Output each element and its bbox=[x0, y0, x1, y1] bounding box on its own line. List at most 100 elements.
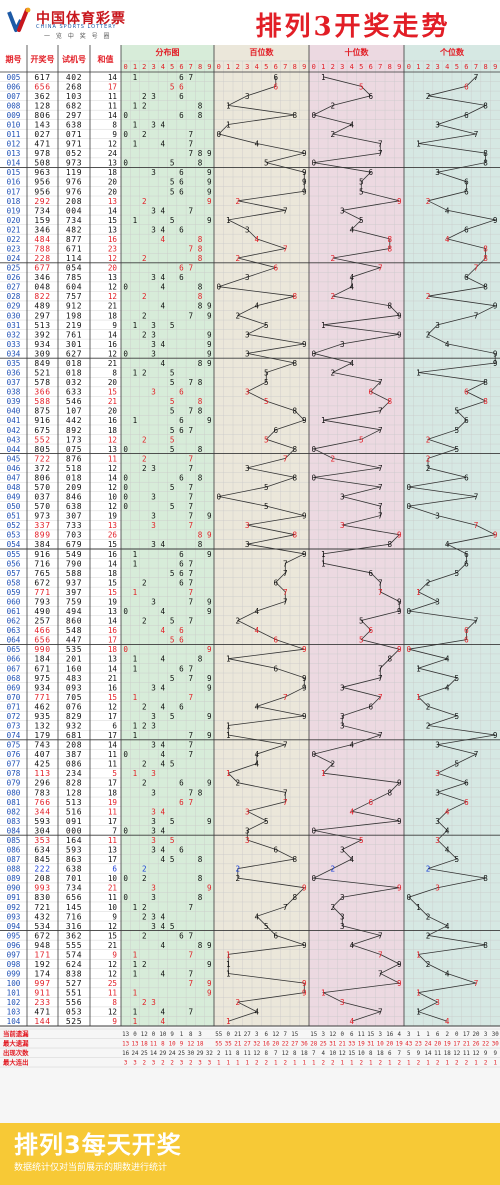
stats-value: 25 bbox=[320, 1042, 327, 1048]
distribution-digit: 7 bbox=[188, 149, 193, 158]
draw-number-cell: 171 bbox=[34, 950, 50, 959]
draw-number-cell: 362 bbox=[34, 92, 50, 101]
digit-header: 7 bbox=[283, 63, 287, 71]
trend-digit: 7 bbox=[283, 244, 288, 253]
issue-cell: 011 bbox=[7, 130, 21, 139]
trend-digit: 6 bbox=[273, 264, 278, 273]
stats-value: 3 bbox=[208, 1061, 212, 1067]
trend-digit: 3 bbox=[245, 826, 250, 835]
trend-digit: 0 bbox=[216, 130, 221, 139]
stats-value: 29 bbox=[197, 1051, 204, 1057]
stats-value: 19 bbox=[444, 1042, 451, 1048]
distribution-digit: 6 bbox=[179, 578, 184, 587]
stats-value: 3 bbox=[379, 1032, 383, 1038]
distribution-digit: 9 bbox=[207, 683, 212, 692]
trend-digit: 6 bbox=[273, 82, 278, 91]
issue-cell: 022 bbox=[7, 235, 21, 244]
stats-value: 15 bbox=[367, 1032, 374, 1038]
test-number-cell: 574 bbox=[66, 950, 82, 959]
issue-cell: 067 bbox=[7, 664, 21, 673]
stats-value: 2 bbox=[417, 1061, 421, 1067]
trend-digit: 5 bbox=[264, 922, 269, 931]
trend-digit: 9 bbox=[302, 187, 307, 196]
trend-digit: 7 bbox=[283, 788, 288, 797]
distribution-digit: 7 bbox=[188, 569, 193, 578]
distribution-digit: 3 bbox=[151, 540, 156, 549]
distribution-digit: 8 bbox=[198, 445, 203, 454]
stats-value: 2 bbox=[143, 1061, 147, 1067]
draw-number-cell: 634 bbox=[34, 846, 50, 855]
trend-digit: 2 bbox=[426, 960, 431, 969]
trend-digit: 1 bbox=[226, 960, 231, 969]
distribution-digit: 3 bbox=[151, 168, 156, 177]
distribution-digit: 0 bbox=[123, 445, 128, 454]
issue-cell: 019 bbox=[7, 206, 21, 215]
draw-number-cell: 956 bbox=[34, 178, 50, 187]
distribution-digit: 3 bbox=[151, 817, 156, 826]
draw-number-cell: 192 bbox=[34, 960, 50, 969]
draw-number-cell: 978 bbox=[34, 149, 50, 158]
sum-cell: 20 bbox=[108, 378, 118, 387]
section-header: 百位数 bbox=[250, 47, 275, 57]
draw-number-cell: 845 bbox=[34, 855, 50, 864]
distribution-digit: 2 bbox=[142, 197, 147, 206]
trend-digit: 1 bbox=[416, 989, 421, 998]
test-number-cell: 912 bbox=[66, 302, 82, 311]
issue-cell: 047 bbox=[7, 473, 21, 482]
distribution-digit: 6 bbox=[179, 636, 184, 645]
distribution-digit: 8 bbox=[198, 788, 203, 797]
sum-cell: 20 bbox=[108, 187, 118, 196]
trend-digit: 0 bbox=[407, 645, 412, 654]
distribution-digit: 6 bbox=[179, 569, 184, 578]
trend-digit: 3 bbox=[340, 493, 345, 502]
stats-label: 最大连出 bbox=[3, 1058, 29, 1067]
test-number-cell: 442 bbox=[66, 416, 82, 425]
trend-digit: 0 bbox=[311, 159, 316, 168]
distribution-digit: 8 bbox=[198, 149, 203, 158]
trend-digit: 7 bbox=[474, 130, 479, 139]
column-header: 期号 bbox=[6, 54, 22, 64]
digit-header: 1 bbox=[133, 63, 137, 71]
distribution-digit: 3 bbox=[151, 512, 156, 521]
distribution-digit: 8 bbox=[198, 244, 203, 253]
trend-digit: 3 bbox=[435, 741, 440, 750]
section-header: 个位数 bbox=[439, 47, 465, 57]
draw-number-cell: 656 bbox=[34, 636, 50, 645]
sum-cell: 11 bbox=[108, 750, 118, 759]
draw-number-cell: 734 bbox=[34, 206, 50, 215]
stats-value: 2 bbox=[322, 1061, 326, 1067]
trend-digit: 5 bbox=[455, 445, 460, 454]
issue-cell: 095 bbox=[7, 931, 21, 940]
distribution-digit: 4 bbox=[161, 846, 166, 855]
sum-cell: 13 bbox=[108, 159, 117, 168]
trend-digit: 7 bbox=[474, 617, 479, 626]
test-number-cell: 032 bbox=[66, 378, 82, 387]
trend-digit: 3 bbox=[340, 893, 345, 902]
distribution-digit: 3 bbox=[151, 464, 156, 473]
trend-digit: 4 bbox=[349, 741, 354, 750]
test-number-cell: 518 bbox=[66, 464, 82, 473]
trend-digit: 6 bbox=[464, 798, 469, 807]
trend-digit: 5 bbox=[264, 502, 269, 511]
sum-cell: 13 bbox=[108, 197, 117, 206]
trend-digit: 2 bbox=[330, 865, 335, 874]
trend-digit: 7 bbox=[378, 578, 383, 587]
distribution-digit: 1 bbox=[133, 120, 138, 129]
digit-header: 5 bbox=[264, 63, 268, 71]
issue-cell: 040 bbox=[7, 407, 21, 416]
distribution-digit: 3 bbox=[151, 741, 156, 750]
trend-digit: 7 bbox=[283, 798, 288, 807]
draw-number-cell: 672 bbox=[34, 931, 50, 940]
trend-digit: 2 bbox=[426, 330, 431, 339]
sum-cell: 17 bbox=[108, 731, 117, 740]
distribution-digit: 5 bbox=[170, 378, 175, 387]
draw-number-cell: 899 bbox=[34, 531, 50, 540]
stats-value: 1 bbox=[293, 1061, 297, 1067]
distribution-digit: 7 bbox=[188, 407, 193, 416]
draw-number-cell: 228 bbox=[34, 254, 50, 263]
distribution-digit: 2 bbox=[142, 931, 147, 940]
digit-header: 6 bbox=[274, 63, 278, 71]
draw-number-cell: 771 bbox=[34, 588, 50, 597]
test-number-cell: 828 bbox=[66, 779, 82, 788]
draw-number-cell: 830 bbox=[34, 893, 50, 902]
